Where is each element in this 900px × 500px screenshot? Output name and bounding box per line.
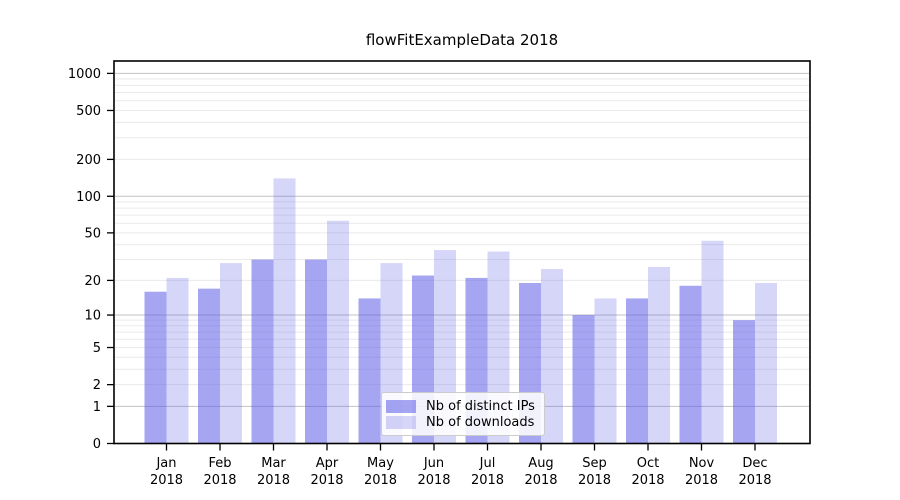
legend: Nb of distinct IPs Nb of downloads xyxy=(381,392,545,436)
legend-swatch-distinct-ips-icon xyxy=(386,399,416,413)
x-tick-label-month: Oct xyxy=(637,456,659,471)
bar-distinct-ips-nov xyxy=(679,285,702,444)
y-tick-label: 50 xyxy=(84,226,101,241)
bar-downloads-mar xyxy=(273,178,296,444)
x-tick-label-month: Apr xyxy=(316,456,339,471)
x-tick-label-month: Jun xyxy=(423,456,444,471)
y-tick-label: 0 xyxy=(93,437,101,452)
bar-downloads-sep xyxy=(594,298,617,444)
x-tick-label-year: 2018 xyxy=(631,473,664,488)
x-tick-label-year: 2018 xyxy=(257,473,290,488)
bar-downloads-dec xyxy=(755,283,777,444)
x-tick-label-month: Jan xyxy=(155,456,176,471)
y-tick-label: 20 xyxy=(84,274,101,289)
legend-label-downloads: Nb of downloads xyxy=(426,414,535,430)
bar-distinct-ips-mar xyxy=(251,259,274,444)
bar-distinct-ips-jan xyxy=(144,291,167,444)
x-tick-label-year: 2018 xyxy=(203,473,236,488)
bar-downloads-feb xyxy=(220,263,242,444)
x-tick-label-year: 2018 xyxy=(471,473,504,488)
y-tick-label: 200 xyxy=(76,153,101,168)
legend-item-distinct-ips: Nb of distinct IPs xyxy=(386,398,536,414)
bar-downloads-aug xyxy=(541,268,563,444)
y-tick-label: 100 xyxy=(76,190,101,205)
legend-swatch-downloads-icon xyxy=(386,415,416,429)
bar-distinct-ips-oct xyxy=(626,298,648,444)
y-tick-label: 10 xyxy=(84,309,101,324)
y-tick-label: 1 xyxy=(93,400,101,415)
legend-item-downloads: Nb of downloads xyxy=(386,414,536,430)
x-tick-label-month: Mar xyxy=(261,456,286,471)
x-tick-label-month: Dec xyxy=(742,456,767,471)
x-tick-label-month: Jul xyxy=(479,456,496,471)
x-tick-label-year: 2018 xyxy=(578,473,611,488)
x-tick-label-month: Aug xyxy=(528,456,553,471)
x-tick-label-month: Feb xyxy=(208,456,231,471)
x-tick-label-year: 2018 xyxy=(417,473,450,488)
y-tick-label: 2 xyxy=(93,378,101,393)
x-tick-label-year: 2018 xyxy=(738,473,771,488)
x-tick-label-year: 2018 xyxy=(364,473,397,488)
bar-distinct-ips-dec xyxy=(733,320,755,444)
x-tick-label-month: Nov xyxy=(689,456,715,471)
x-tick-label-year: 2018 xyxy=(310,473,343,488)
x-tick-label-month: May xyxy=(367,456,394,471)
bar-distinct-ips-apr xyxy=(305,259,327,444)
x-tick-label-month: Sep xyxy=(582,456,607,471)
x-tick-label-year: 2018 xyxy=(685,473,718,488)
bar-downloads-apr xyxy=(327,220,349,444)
y-tick-label: 5 xyxy=(93,341,101,356)
plot-border xyxy=(113,60,811,445)
bar-downloads-oct xyxy=(648,266,670,444)
bar-distinct-ips-may xyxy=(358,298,381,444)
chart-title: flowFitExampleData 2018 xyxy=(365,31,559,49)
legend-label-distinct-ips: Nb of distinct IPs xyxy=(426,398,535,414)
y-tick-label: 1000 xyxy=(68,67,101,82)
bar-distinct-ips-sep xyxy=(572,315,595,444)
y-tick-label: 500 xyxy=(76,104,101,119)
bar-downloads-jan xyxy=(166,277,189,444)
bar-downloads-nov xyxy=(701,240,724,444)
bar-distinct-ips-feb xyxy=(198,288,220,444)
x-tick-label-year: 2018 xyxy=(524,473,557,488)
x-tick-label-year: 2018 xyxy=(150,473,183,488)
